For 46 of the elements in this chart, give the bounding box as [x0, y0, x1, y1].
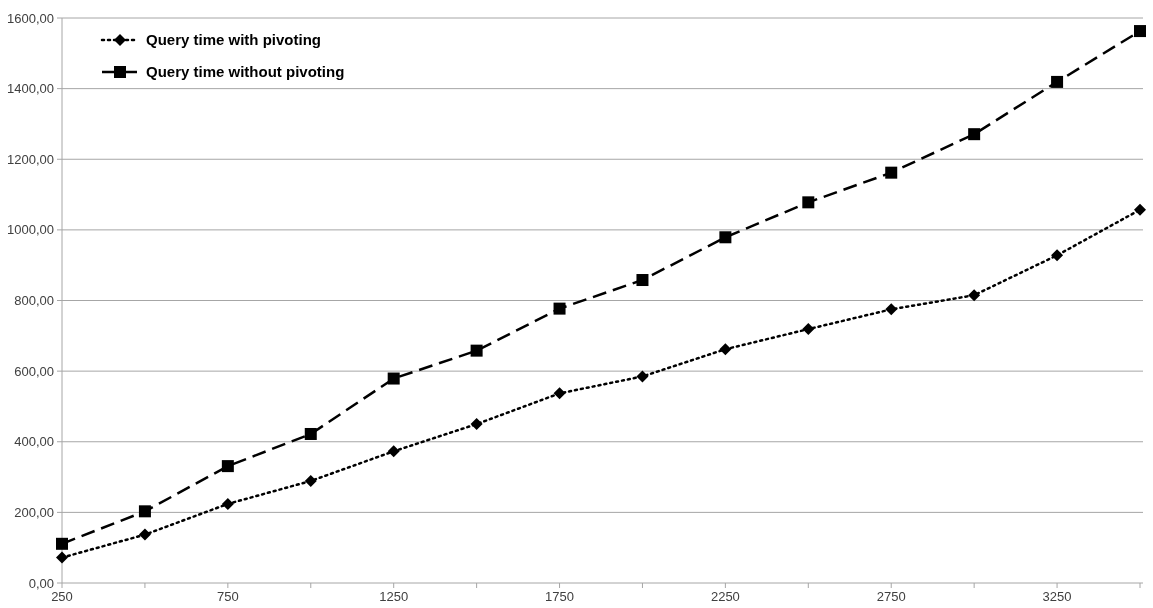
point — [802, 323, 815, 336]
y-tick-label: 800,00 — [14, 293, 54, 309]
point — [387, 372, 400, 385]
point — [636, 370, 649, 383]
point — [138, 528, 151, 541]
x-tick-label: 1750 — [545, 589, 574, 604]
point — [1134, 25, 1146, 38]
point — [221, 460, 234, 473]
point — [387, 445, 400, 458]
x-tick-label: 1250 — [379, 589, 409, 604]
point — [1051, 75, 1064, 88]
point — [636, 274, 649, 287]
point — [304, 427, 317, 440]
point — [1134, 203, 1146, 216]
point — [968, 128, 981, 141]
point — [56, 551, 68, 564]
y-tick-label: 400,00 — [14, 434, 54, 450]
point — [885, 166, 898, 179]
y-tick-label: 600,00 — [14, 363, 54, 379]
point — [968, 289, 981, 302]
x-tick-label: 2750 — [876, 589, 906, 604]
x-tick-label: 2250 — [710, 589, 740, 604]
point — [1051, 249, 1064, 262]
legend-label: Query time without pivoting — [146, 63, 345, 81]
y-tick-label: 1200,00 — [7, 151, 54, 167]
point — [470, 344, 483, 357]
x-tick-label: 250 — [51, 589, 73, 604]
point — [304, 474, 317, 487]
point — [138, 505, 151, 518]
y-tick-label: 1600,00 — [7, 10, 54, 26]
point — [470, 418, 483, 431]
x-tick-label: 3250 — [1042, 589, 1072, 604]
y-tick-label: 1000,00 — [7, 222, 54, 238]
point — [553, 302, 566, 315]
point — [719, 231, 732, 244]
point — [885, 303, 898, 316]
point — [56, 537, 68, 550]
x-tick-label: 750 — [216, 589, 239, 604]
point — [553, 387, 566, 400]
point — [719, 343, 732, 356]
y-tick-label: 1400,00 — [7, 81, 54, 97]
legend-label: Query time with pivoting — [146, 31, 322, 49]
y-tick-label: 0,00 — [28, 575, 54, 591]
point — [802, 196, 815, 209]
point — [221, 497, 234, 510]
y-tick-label: 200,00 — [14, 504, 54, 520]
